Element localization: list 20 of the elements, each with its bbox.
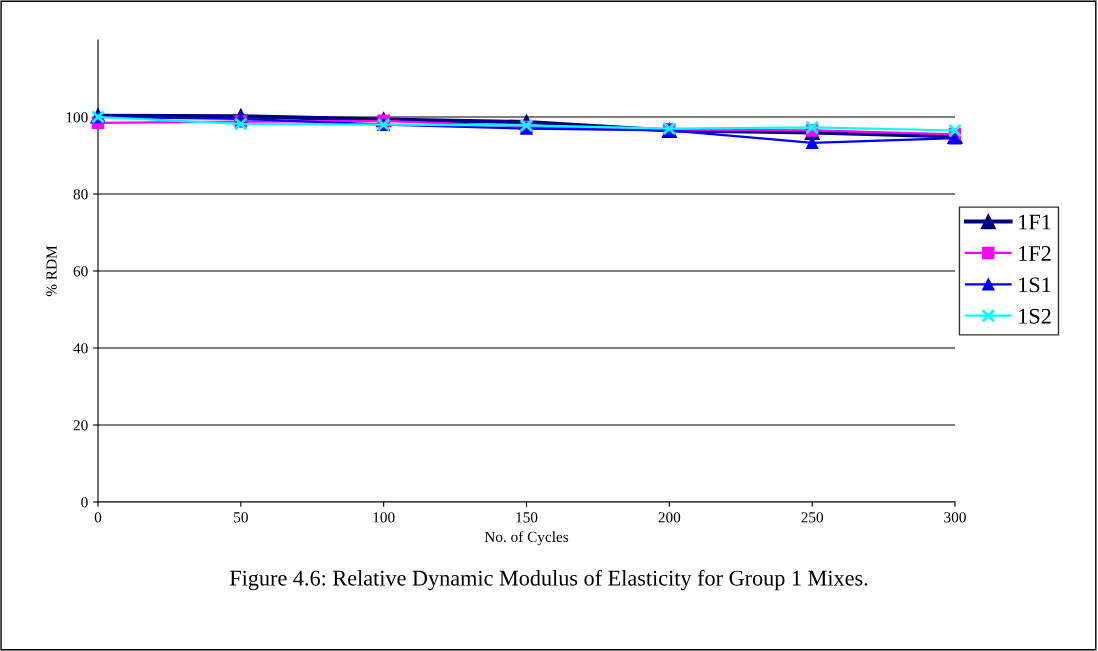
legend-label: 1F1 [1019, 214, 1051, 230]
x-tick-label: 250 [801, 512, 824, 523]
x-tick-label: 150 [516, 512, 538, 523]
y-tick-label: 0 [81, 497, 88, 508]
x-tick-label: 0 [94, 512, 102, 523]
x-axis-title: No. of Cycles [484, 531, 569, 546]
x-tick-label: 100 [373, 512, 395, 523]
legend-label: 1S2 [1019, 308, 1051, 324]
y-tick-label: 100 [66, 112, 88, 123]
legend-label: 1F2 [1019, 246, 1051, 261]
x-tick-label: 300 [944, 512, 966, 523]
legend-label: 1S1 [1019, 277, 1051, 293]
x-tick-label: 200 [658, 512, 681, 523]
y-tick-label: 20 [73, 420, 88, 431]
y-tick-label: 60 [73, 266, 88, 277]
y-axis-title: % RDM [46, 245, 57, 297]
text: Figure 4.6: Relative Dynamic Modulus of Elasticity for Group 1 Mixes. [229, 569, 868, 591]
x-tick-label: 50 [234, 512, 248, 523]
y-tick-label: 80 [73, 189, 88, 200]
y-tick-label: 40 [73, 343, 88, 354]
